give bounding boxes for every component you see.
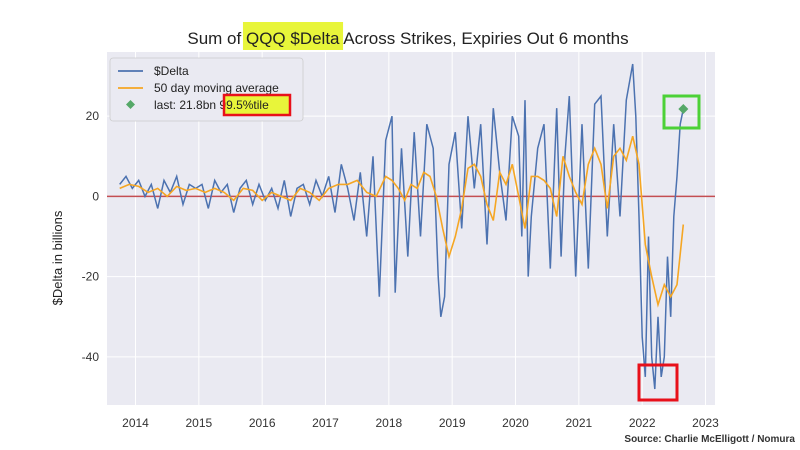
legend: $Delta 50 day moving average last: 21.8b… [109, 57, 304, 122]
legend-last-percentile: 99.5%tile [219, 98, 269, 112]
x-tick-label: 2020 [502, 416, 529, 430]
title-part-before: Sum of [187, 29, 246, 48]
y-tick-label: 20 [86, 109, 100, 123]
x-tick-label: 2022 [629, 416, 656, 430]
source-note: Source: Charlie McElligott / Nomura [624, 434, 795, 445]
annotation-box-low [637, 363, 679, 402]
delta-series-line [119, 63, 685, 390]
x-axis-ticks: 2014 2015 2016 2017 2018 2019 2020 2021 2022 2023 [122, 416, 719, 430]
title-part-after: Across Strikes, Expiries Out 6 months [340, 29, 629, 48]
y-axis-label: $Delta in billions [50, 210, 65, 305]
chart-title: Sum of QQQ $Delta Across Strikes, Expiri… [187, 29, 628, 48]
x-tick-label: 2018 [375, 416, 402, 430]
x-tick-label: 2014 [122, 416, 149, 430]
y-tick-label: -20 [82, 270, 100, 284]
last-value-marker [678, 103, 689, 114]
legend-last-label: last: 21.8bn 99.5%tile [154, 98, 269, 112]
title-part-highlight: QQQ $Delta [246, 29, 340, 48]
x-tick-label: 2023 [692, 416, 719, 430]
title-highlight [242, 22, 344, 50]
x-tick-label: 2016 [249, 416, 276, 430]
y-tick-label: 0 [92, 189, 99, 203]
x-tick-label: 2021 [565, 416, 592, 430]
legend-last-marker [126, 100, 135, 109]
legend-percentile-highlight [224, 95, 290, 115]
x-tick-label: 2017 [312, 416, 339, 430]
y-axis-ticks: -40 -20 0 20 [82, 109, 100, 364]
x-tick-label: 2015 [185, 416, 212, 430]
annotation-box-percentile [222, 93, 292, 117]
legend-delta-label: $Delta [154, 64, 189, 78]
moving-average-line [119, 135, 685, 308]
annotation-box-last [662, 94, 701, 130]
legend-last-prefix: last: 21.8bn [154, 98, 219, 112]
y-tick-label: -40 [82, 350, 100, 364]
x-tick-label: 2019 [439, 416, 466, 430]
legend-ma-label: 50 day moving average [154, 81, 279, 95]
